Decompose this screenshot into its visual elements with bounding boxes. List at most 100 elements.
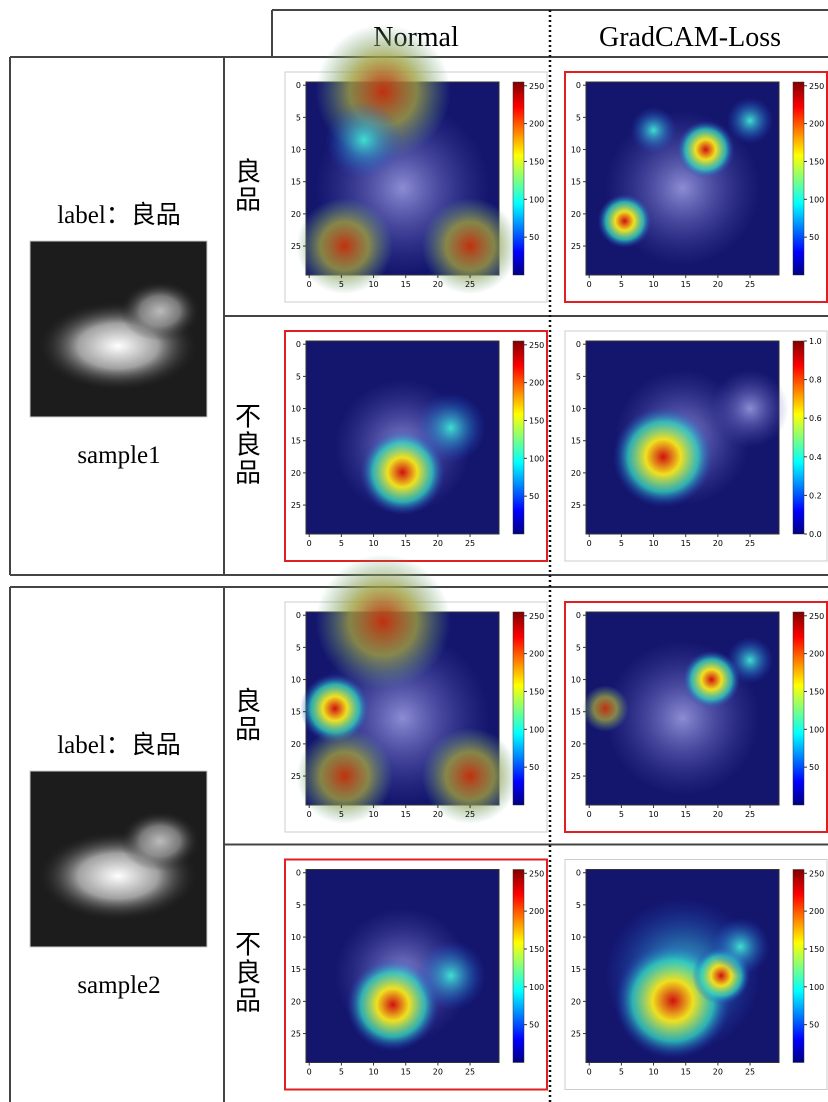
- colorbar-tick-label: 100: [529, 195, 544, 204]
- heatmap-blob: [360, 429, 445, 515]
- colorbar: [792, 81, 805, 276]
- heatmap-blob: [711, 369, 789, 448]
- heatmap-blob: [421, 727, 519, 825]
- x-tick-label: 0: [307, 810, 312, 819]
- y-tick-label: 15: [571, 437, 581, 446]
- x-tick-label: 0: [587, 280, 592, 289]
- colorbar-tick-label: 150: [809, 157, 824, 166]
- colorbar-tick-label: 100: [529, 725, 544, 734]
- colorbar-tick-label: 250: [809, 82, 824, 91]
- y-tick-label: 20: [571, 997, 581, 1006]
- y-tick-label: 0: [576, 340, 581, 349]
- x-tick-label: 15: [401, 539, 411, 548]
- colorbar-tick-label: 200: [809, 120, 824, 129]
- x-tick-label: 15: [681, 280, 691, 289]
- colorbar-tick-label: 150: [529, 945, 544, 954]
- y-tick-label: 25: [571, 242, 581, 251]
- colorbar-tick-label: 150: [529, 416, 544, 425]
- x-tick-label: 5: [619, 1068, 624, 1077]
- y-tick-label: 25: [571, 772, 581, 781]
- colorbar-tick-label: 50: [529, 763, 539, 772]
- x-tick-label: 20: [713, 539, 723, 548]
- row-label: 不良品: [235, 403, 261, 489]
- y-tick-label: 0: [296, 340, 301, 349]
- heatmap-blob: [582, 685, 629, 732]
- y-tick-label: 10: [571, 933, 581, 942]
- x-tick-label: 15: [681, 810, 691, 819]
- x-tick-label: 20: [433, 1068, 443, 1077]
- colorbar: [512, 340, 525, 535]
- y-tick-label: 20: [291, 469, 301, 478]
- x-tick-label: 10: [648, 539, 658, 548]
- colorbar-tick-label: 250: [809, 869, 824, 878]
- y-tick-label: 20: [291, 210, 301, 219]
- heatmap-blob: [300, 673, 370, 744]
- y-tick-label: 10: [291, 933, 301, 942]
- heatmap-blob: [416, 940, 486, 1011]
- heatmap-blob: [726, 97, 774, 144]
- x-tick-label: 25: [745, 539, 755, 548]
- x-tick-label: 10: [368, 1068, 378, 1077]
- y-tick-label: 5: [576, 113, 581, 122]
- colorbar-tick-label: 150: [809, 945, 824, 954]
- heatmap-blob: [421, 197, 519, 295]
- heatmap-panel: 0 5 10 15 20 25 0 5 10 15 20 25 0.0 0.2 0.4 0.6 0.8 1.0: [564, 330, 828, 562]
- colorbar-tick-label: 50: [529, 492, 539, 501]
- heatmap-blob: [630, 107, 677, 154]
- colorbar-tick-label: 50: [809, 1021, 819, 1030]
- heatmap-blob: [682, 650, 741, 709]
- y-tick-label: 10: [571, 676, 581, 685]
- y-tick-label: 15: [291, 437, 301, 446]
- y-tick-label: 5: [576, 372, 581, 381]
- x-tick-label: 25: [465, 280, 475, 289]
- y-tick-label: 10: [571, 405, 581, 414]
- y-tick-label: 25: [571, 1030, 581, 1039]
- y-tick-label: 0: [576, 869, 581, 878]
- heatmap-blob: [676, 120, 735, 179]
- colorbar-tick-label: 200: [529, 907, 544, 916]
- sample-image-blob: [120, 281, 200, 341]
- colorbar: [512, 81, 525, 276]
- x-tick-label: 15: [401, 280, 411, 289]
- y-tick-label: 10: [571, 146, 581, 155]
- colorbar-tick-label: 50: [529, 1021, 539, 1030]
- x-tick-label: 10: [648, 1068, 658, 1077]
- colorbar-tick-label: 250: [529, 341, 544, 350]
- heatmap-blob: [346, 958, 440, 1051]
- sample-label: label：良品: [57, 201, 181, 229]
- y-tick-label: 0: [576, 81, 581, 90]
- colorbar-tick-label: 0.0: [809, 530, 822, 539]
- colorbar-tick-label: 200: [809, 907, 824, 916]
- sample-label: label：良品: [57, 731, 181, 759]
- heatmap-blob: [315, 554, 451, 690]
- x-tick-label: 5: [619, 280, 624, 289]
- colorbar: [512, 869, 525, 1063]
- colorbar-tick-label: 250: [809, 612, 824, 621]
- y-tick-label: 5: [576, 901, 581, 910]
- colorbar-tick-label: 200: [809, 650, 824, 659]
- colorbar-tick-label: 0.8: [809, 376, 822, 385]
- y-tick-label: 20: [291, 997, 301, 1006]
- y-tick-label: 0: [296, 869, 301, 878]
- x-tick-label: 10: [368, 280, 378, 289]
- x-tick-label: 10: [648, 810, 658, 819]
- x-tick-label: 20: [433, 280, 443, 289]
- x-tick-label: 25: [465, 539, 475, 548]
- x-tick-label: 15: [401, 810, 411, 819]
- y-tick-label: 15: [291, 965, 301, 974]
- heatmap-blob: [296, 197, 393, 295]
- y-tick-label: 20: [571, 210, 581, 219]
- colorbar-tick-label: 150: [809, 687, 824, 696]
- colorbar-tick-label: 1.0: [809, 337, 822, 346]
- x-tick-label: 0: [307, 539, 312, 548]
- colorbar-tick-label: 150: [529, 687, 544, 696]
- y-tick-label: 5: [296, 372, 301, 381]
- x-tick-label: 15: [401, 1068, 411, 1077]
- heatmap-blob: [726, 637, 774, 684]
- y-tick-label: 25: [291, 772, 301, 781]
